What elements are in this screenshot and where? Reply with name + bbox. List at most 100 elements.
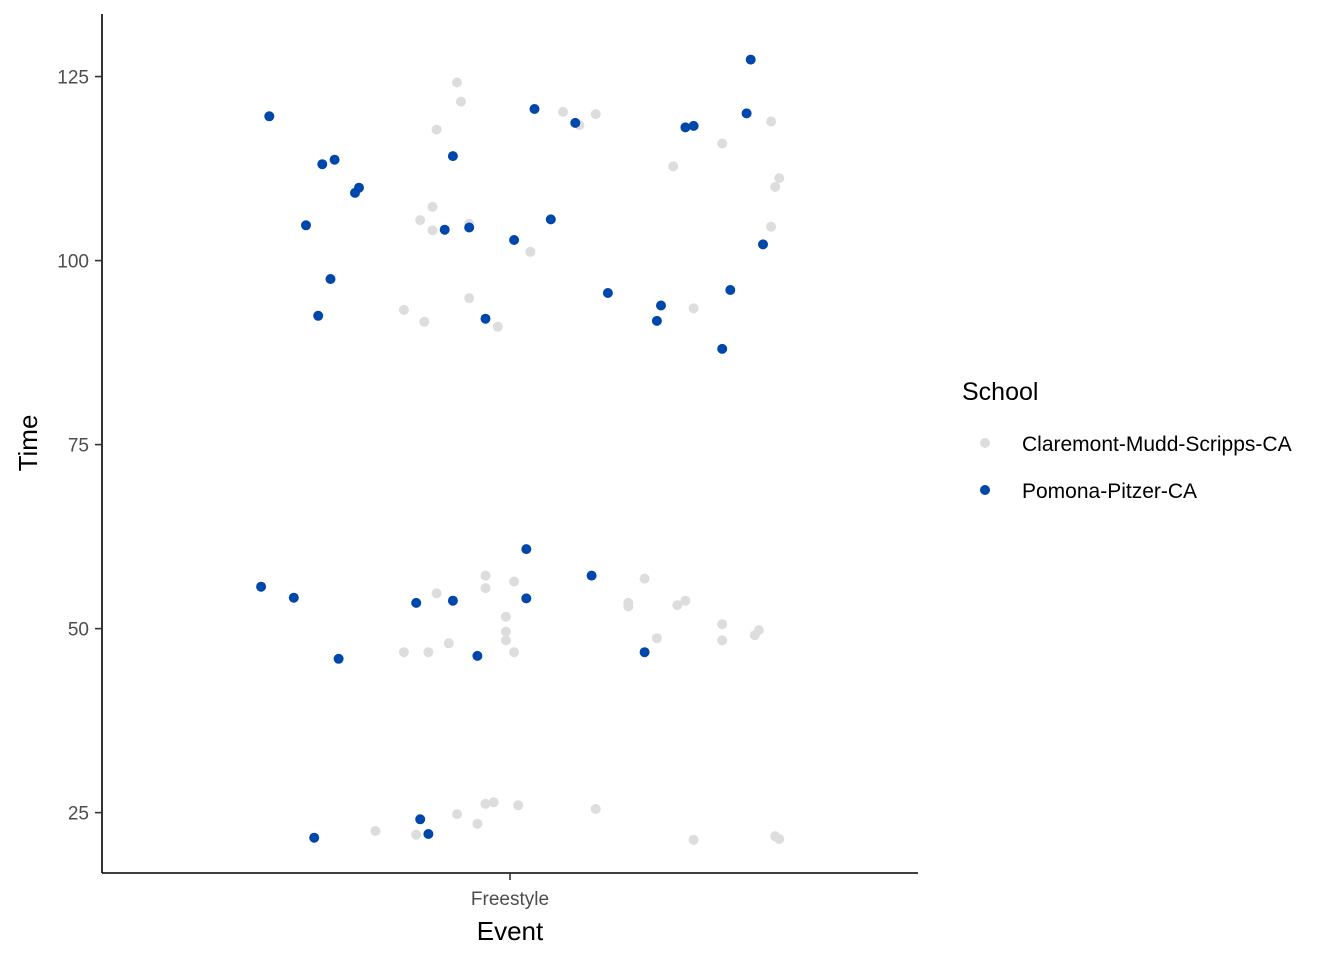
data-point-claremont-mudd-scripps <box>431 588 442 599</box>
data-point-pomona-pitzer <box>570 117 581 128</box>
data-point-pomona-pitzer <box>745 54 756 65</box>
data-point-claremont-mudd-scripps <box>423 647 434 658</box>
data-point-claremont-mudd-scripps <box>774 834 785 845</box>
y-tick-label: 100 <box>57 252 89 273</box>
data-point-claremont-mudd-scripps <box>398 647 409 658</box>
data-point-claremont-mudd-scripps <box>672 600 683 611</box>
data-point-claremont-mudd-scripps <box>480 583 491 594</box>
data-point-claremont-mudd-scripps <box>525 246 536 257</box>
data-point-pomona-pitzer <box>447 595 458 606</box>
data-point-claremont-mudd-scripps <box>370 826 381 836</box>
data-point-claremont-mudd-scripps <box>500 635 511 646</box>
data-point-claremont-mudd-scripps <box>398 304 409 315</box>
data-point-claremont-mudd-scripps <box>651 633 662 644</box>
legend-key-marker <box>980 485 990 495</box>
data-point-claremont-mudd-scripps <box>753 625 764 636</box>
legend-title: School <box>962 378 1038 406</box>
data-point-pomona-pitzer <box>447 151 458 162</box>
data-point-claremont-mudd-scripps <box>411 829 422 840</box>
data-point-pomona-pitzer <box>529 104 540 114</box>
data-point-claremont-mudd-scripps <box>590 109 601 120</box>
data-point-claremont-mudd-scripps <box>558 106 568 117</box>
data-point-pomona-pitzer <box>439 224 450 235</box>
y-tick-label: 75 <box>68 436 89 457</box>
data-points <box>256 54 785 845</box>
data-point-pomona-pitzer <box>411 597 422 608</box>
x-axis-ticks: Freestyle <box>471 873 549 910</box>
data-point-claremont-mudd-scripps <box>480 570 491 581</box>
data-point-claremont-mudd-scripps <box>774 173 785 184</box>
legend-items: Claremont-Mudd-Scripps-CA Pomona-Pitzer-C… <box>980 433 1292 503</box>
data-point-claremont-mudd-scripps <box>770 182 781 192</box>
data-point-claremont-mudd-scripps <box>472 818 483 829</box>
data-point-pomona-pitzer <box>317 159 328 170</box>
data-point-claremont-mudd-scripps <box>639 573 650 584</box>
data-point-claremont-mudd-scripps <box>717 635 728 646</box>
data-point-pomona-pitzer <box>354 182 364 193</box>
data-point-pomona-pitzer <box>586 570 597 581</box>
data-point-claremont-mudd-scripps <box>480 798 491 809</box>
legend-label: Claremont-Mudd-Scripps-CA <box>1022 433 1292 456</box>
data-point-claremont-mudd-scripps <box>500 626 511 637</box>
data-point-pomona-pitzer <box>333 653 344 664</box>
data-point-pomona-pitzer <box>758 239 768 250</box>
data-point-claremont-mudd-scripps <box>456 96 466 107</box>
data-point-pomona-pitzer <box>301 220 311 231</box>
data-point-pomona-pitzer <box>725 285 736 295</box>
data-point-pomona-pitzer <box>423 829 434 839</box>
data-point-claremont-mudd-scripps <box>431 124 442 135</box>
data-point-claremont-mudd-scripps <box>509 647 520 658</box>
data-point-pomona-pitzer <box>651 315 662 326</box>
legend-key-marker <box>980 438 990 448</box>
data-point-claremont-mudd-scripps <box>717 138 728 149</box>
data-point-pomona-pitzer <box>464 222 475 233</box>
data-point-pomona-pitzer <box>741 108 752 119</box>
y-axis-title: Time <box>13 415 43 472</box>
data-point-claremont-mudd-scripps <box>452 77 462 88</box>
data-point-claremont-mudd-scripps <box>452 809 462 820</box>
data-point-claremont-mudd-scripps <box>590 804 601 814</box>
data-point-pomona-pitzer <box>521 544 532 555</box>
data-point-claremont-mudd-scripps <box>427 225 438 236</box>
data-point-pomona-pitzer <box>656 300 666 311</box>
data-point-claremont-mudd-scripps <box>419 316 430 327</box>
data-point-pomona-pitzer <box>717 343 728 354</box>
data-point-pomona-pitzer <box>521 593 532 604</box>
data-point-claremont-mudd-scripps <box>513 800 524 811</box>
y-tick-label: 125 <box>57 68 89 89</box>
data-point-pomona-pitzer <box>545 214 556 225</box>
data-point-claremont-mudd-scripps <box>488 797 499 808</box>
data-point-pomona-pitzer <box>602 288 613 298</box>
data-point-claremont-mudd-scripps <box>717 619 728 630</box>
y-axis-ticks: 25 50 75 100 125 <box>57 68 102 825</box>
data-point-pomona-pitzer <box>288 592 299 603</box>
data-point-claremont-mudd-scripps <box>492 321 503 332</box>
data-point-claremont-mudd-scripps <box>688 834 699 845</box>
data-point-claremont-mudd-scripps <box>668 161 679 172</box>
data-point-claremont-mudd-scripps <box>500 611 511 622</box>
data-point-claremont-mudd-scripps <box>623 601 634 612</box>
data-point-pomona-pitzer <box>509 235 520 245</box>
data-point-claremont-mudd-scripps <box>427 201 438 212</box>
data-point-pomona-pitzer <box>680 122 691 133</box>
data-point-claremont-mudd-scripps <box>680 595 691 606</box>
data-point-pomona-pitzer <box>415 814 426 825</box>
x-axis-title: Event <box>477 916 544 946</box>
data-point-pomona-pitzer <box>472 650 483 661</box>
legend: School Claremont-Mudd-Scripps-CA Pomona-P… <box>962 378 1292 503</box>
data-point-pomona-pitzer <box>329 154 340 165</box>
data-point-pomona-pitzer <box>256 581 267 592</box>
data-point-pomona-pitzer <box>688 120 699 131</box>
y-tick-label: 25 <box>68 804 89 825</box>
data-point-pomona-pitzer <box>639 647 650 658</box>
data-point-claremont-mudd-scripps <box>766 116 777 127</box>
data-point-pomona-pitzer <box>313 310 324 321</box>
data-point-pomona-pitzer <box>480 313 491 324</box>
data-point-pomona-pitzer <box>325 274 336 284</box>
data-point-claremont-mudd-scripps <box>415 215 426 226</box>
data-point-claremont-mudd-scripps <box>443 638 454 649</box>
legend-label: Pomona-Pitzer-CA <box>1022 480 1197 503</box>
x-tick-label: Freestyle <box>471 889 549 910</box>
data-point-claremont-mudd-scripps <box>464 293 475 304</box>
